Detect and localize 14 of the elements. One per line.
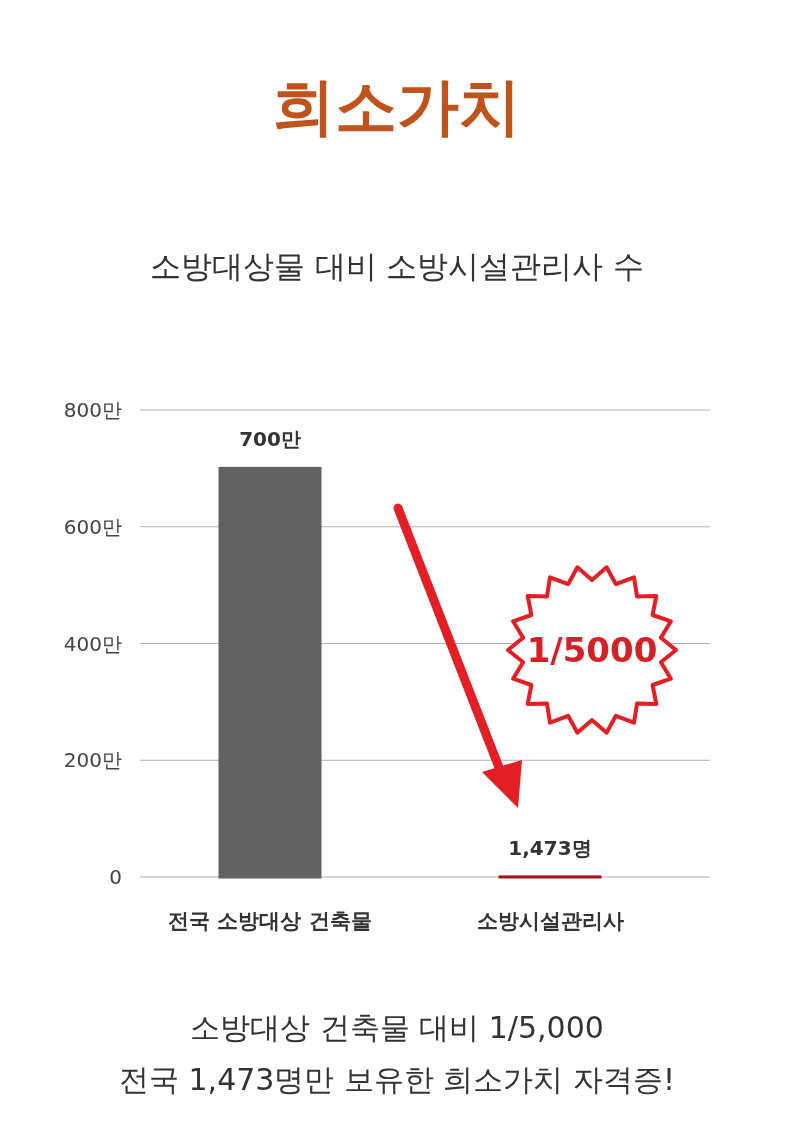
x-tick-label: 전국 소방대상 건축물 <box>168 909 372 933</box>
y-tick-label: 800만 <box>63 398 122 422</box>
x-tick-label: 소방시설관리사 <box>476 909 624 933</box>
y-tick-label: 400만 <box>63 631 122 656</box>
data-label: 700만 <box>239 427 301 452</box>
chart-subtitle: 소방대상물 대비 소방시설관리사 수 <box>149 248 645 284</box>
annotation: 1,473명 <box>508 835 592 860</box>
text: 전국 1,473명만 보유한 희소가치 자격증! <box>118 1062 676 1097</box>
annotation: 1/5000 <box>526 630 658 670</box>
y-tick-label: 600만 <box>63 514 122 539</box>
y-tick-label: 200만 <box>63 748 122 773</box>
chart-title: 희소가치 <box>273 70 521 143</box>
y-tick-label: 0 <box>109 865 122 889</box>
text: 소방대상 건축물 대비 1/5,000 <box>190 1010 604 1045</box>
